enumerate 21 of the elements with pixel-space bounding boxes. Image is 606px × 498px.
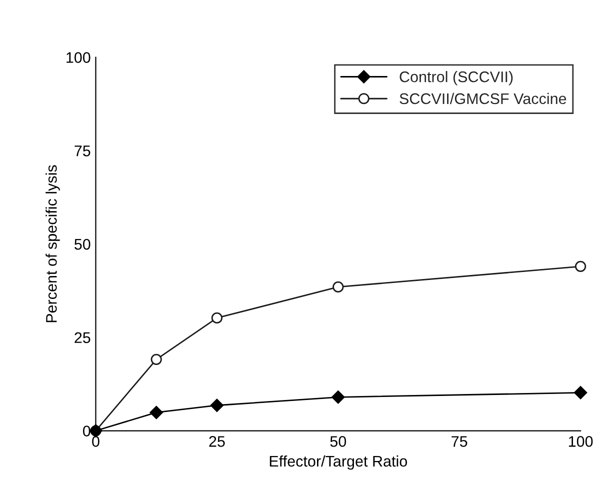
y-axis-title: Percent of specific lysis [46, 165, 60, 322]
point [574, 260, 586, 272]
x-axis-title: Effector/Target Ratio [270, 455, 408, 470]
legend-label: Control (SCCVII) [400, 71, 513, 86]
x-tick-label: 50 [330, 436, 346, 447]
y-tick-label: 100 [66, 52, 90, 63]
point [210, 398, 224, 412]
y-tick-label: 0 [82, 426, 90, 436]
point [332, 281, 344, 293]
x-tick-label: 75 [452, 436, 468, 447]
point [150, 354, 162, 365]
y-tick-label: 75 [74, 146, 90, 156]
x-tick-label: 100 [568, 436, 593, 447]
point [150, 406, 163, 420]
point [574, 386, 588, 400]
y-tick-label: 50 [74, 238, 90, 250]
y-tick-label: 25 [74, 332, 90, 344]
x-tick-label: 25 [209, 436, 225, 447]
point [211, 312, 223, 324]
point [332, 390, 345, 404]
legend-label: SCCVII/GMCSF Vaccine [400, 92, 566, 104]
